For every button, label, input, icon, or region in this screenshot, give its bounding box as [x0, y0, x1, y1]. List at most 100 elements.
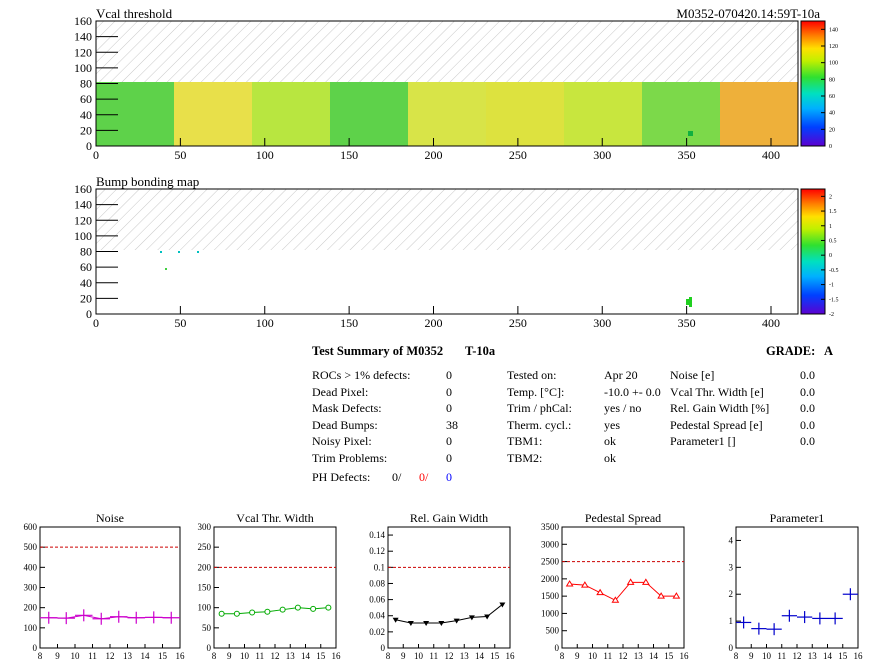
x-tick-label: 400: [762, 316, 780, 330]
y-tick-label: 100: [74, 229, 92, 243]
data-point: [751, 622, 767, 635]
y-tick-label: 300: [24, 583, 38, 593]
y-tick-label: 3000: [541, 539, 560, 549]
x-tick-label: 11: [88, 651, 97, 661]
x-tick-label: 14: [823, 651, 833, 661]
x-tick-label: 350: [678, 148, 696, 162]
vcal-threshold-map: Vcal threshold M0352-070420.14:59T-10a 0…: [74, 6, 838, 162]
y-tick-label: 300: [198, 522, 212, 532]
data-point: [127, 611, 145, 624]
chart-frame: [39, 526, 181, 649]
scale-label: 40: [829, 111, 835, 117]
chart-frame: [735, 526, 859, 649]
data-point: [468, 615, 475, 621]
chart-frame: [561, 526, 685, 649]
x-tick-label: 9: [227, 651, 232, 661]
y-tick-label: 100: [24, 623, 38, 633]
x-tick-label: 9: [401, 651, 406, 661]
scale-label: 0.5: [829, 238, 837, 244]
x-tick-label: 8: [734, 651, 739, 661]
y-tick-label: 2000: [541, 574, 560, 584]
data-point: [657, 592, 666, 599]
roc-segment: [330, 82, 409, 146]
x-tick-label: 11: [255, 651, 264, 661]
series-line: [395, 604, 503, 624]
y-tick-label: 1500: [541, 591, 560, 601]
color-scale: 0 20 40 60 80 100 120 140: [800, 20, 838, 150]
chart-frame: [213, 526, 337, 649]
y-tick-label: 0: [33, 643, 38, 653]
color-scale: -2 -1.5 -1 -0.5 0 0.5 1 1.5 2: [800, 188, 839, 318]
y-tick-label: 40: [80, 108, 92, 122]
x-tick-label: 250: [509, 316, 527, 330]
y-tick-label: 3500: [541, 522, 560, 532]
chart-1: Vcal Thr. Width 0 50 100 150 200 250 300 8 9 10 11 1…: [198, 511, 342, 661]
y-tick-label: 80: [80, 77, 92, 91]
data-point: [92, 612, 110, 625]
data-point: [145, 611, 163, 624]
x-tick-label: 16: [176, 651, 186, 661]
data-point: [453, 618, 460, 624]
data-point: [781, 609, 797, 622]
x-tick-label: 8: [386, 651, 391, 661]
data-point: [641, 578, 650, 585]
x-tick-label: 10: [240, 651, 250, 661]
roc-segment: [642, 82, 721, 146]
y-tick-label: 0: [86, 139, 92, 153]
x-tick-label: 400: [762, 148, 780, 162]
scale-label: -1: [829, 283, 834, 289]
data-point: [264, 608, 271, 615]
y-tick-label: 600: [24, 522, 38, 532]
masked-region: [96, 189, 798, 250]
y-tick-label: 2: [729, 589, 734, 599]
y-tick-label: 80: [80, 245, 92, 259]
roc-segment: [564, 82, 643, 146]
roc-segment: [486, 82, 565, 146]
x-tick-label: 0: [93, 148, 99, 162]
data-point: [310, 605, 317, 612]
x-tick-label: 100: [256, 316, 274, 330]
chart-2: Rel. Gain Width 0 0.02 0.04 0.06 0.08 0.1 0.12 0…: [369, 511, 515, 661]
hot-pixel: [688, 131, 693, 136]
y-tick-label: 20: [80, 291, 92, 305]
x-tick-label: 8: [560, 651, 565, 661]
x-tick-label: 12: [106, 651, 115, 661]
x-tick-label: 15: [664, 651, 674, 661]
x-tick-label: 13: [460, 651, 470, 661]
chart-title: Pedestal Spread: [585, 511, 661, 525]
x-tick-label: 10: [588, 651, 598, 661]
y-tick-label: 60: [80, 260, 92, 274]
scale-label: -2: [829, 312, 834, 318]
y-tick-label: 1000: [541, 608, 560, 618]
data-point: [57, 612, 75, 625]
y-tick-label: 0: [729, 643, 734, 653]
x-tick-label: 50: [174, 316, 186, 330]
data-point: [75, 609, 93, 622]
x-tick-label: 9: [55, 651, 60, 661]
y-tick-label: 400: [24, 562, 38, 572]
scale-label: 0: [829, 253, 832, 259]
x-tick-label: 12: [445, 651, 454, 661]
y-tick-label: 0: [207, 643, 212, 653]
dead-bump-markers: [160, 251, 692, 307]
data-point: [484, 614, 491, 620]
x-tick-label: 12: [271, 651, 280, 661]
data-point: [294, 604, 301, 611]
data-point: [565, 580, 574, 587]
x-tick-label: 8: [212, 651, 217, 661]
data-point: [407, 620, 414, 626]
scale-label: 20: [829, 127, 835, 133]
y-tick-label: 150: [198, 583, 212, 593]
roc-segments: [96, 82, 799, 146]
x-tick-label: 300: [593, 148, 611, 162]
y-tick-label: 40: [80, 276, 92, 290]
x-tick-label: 10: [762, 651, 772, 661]
map-title: Vcal threshold: [96, 6, 173, 21]
y-tick-label: 160: [74, 14, 92, 28]
roc-segment: [174, 82, 253, 146]
y-tick-label: 0.04: [369, 611, 385, 621]
y-tick-label: 120: [74, 213, 92, 227]
x-tick-label: 10: [71, 651, 81, 661]
x-tick-label: 11: [429, 651, 438, 661]
